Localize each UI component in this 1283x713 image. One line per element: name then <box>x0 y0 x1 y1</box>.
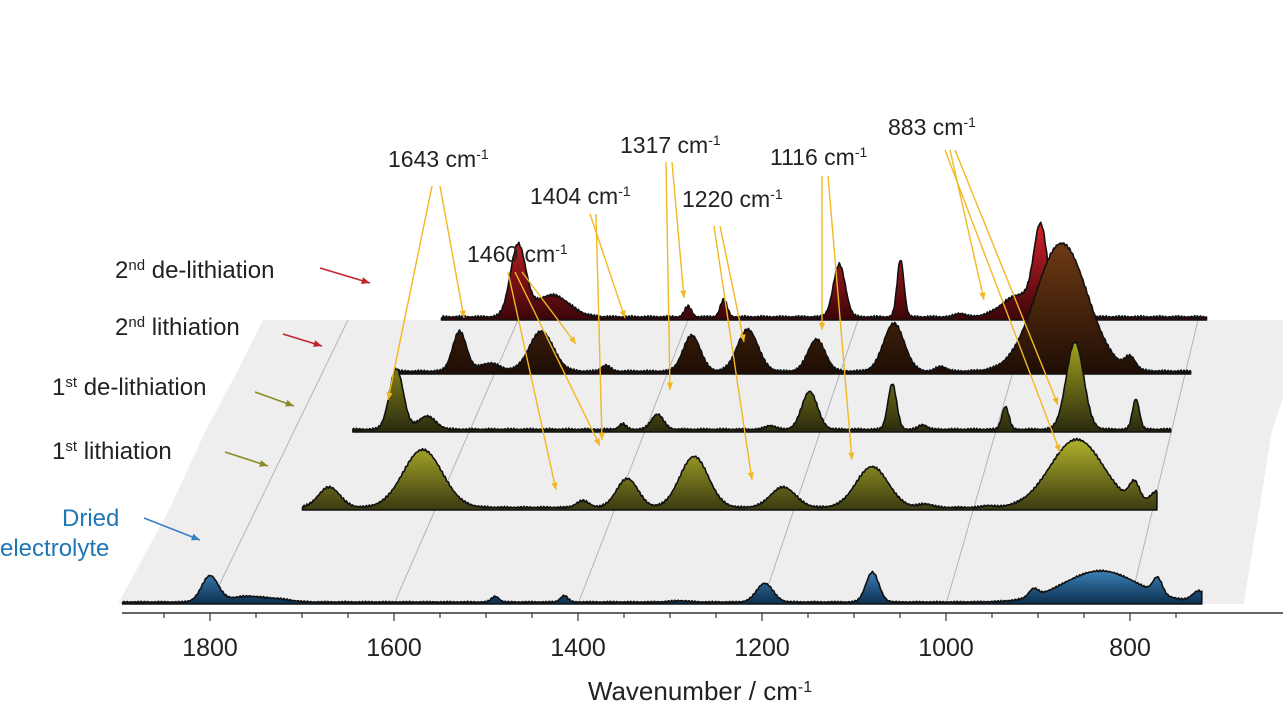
peak-annotation-arrow <box>665 161 671 391</box>
series-area-3 <box>398 242 1192 375</box>
peak-annotation-arrow <box>944 149 1061 453</box>
peak-annotation-arrow <box>589 213 626 319</box>
peak-annotation-label: 1220 cm-1 <box>682 186 783 212</box>
peak-annotation-arrow <box>949 149 985 301</box>
peak-annotation-arrow <box>387 185 433 401</box>
peak-annotation-arrow <box>507 271 557 491</box>
gridline <box>209 319 349 605</box>
x-tick-label: 800 <box>1109 634 1151 662</box>
peak-annotation-arrowhead <box>459 310 466 318</box>
x-tick-label: 1200 <box>734 634 790 662</box>
peak-annotation-arrowhead <box>569 336 576 344</box>
peak-annotation-label: 1643 cm-1 <box>388 146 489 172</box>
series-label-4: 2nd de-lithiation <box>115 257 274 285</box>
peak-annotation-arrowhead <box>818 322 826 330</box>
peak-annotation-arrow <box>827 175 853 461</box>
peak-annotation-arrow <box>713 225 753 481</box>
series-label-1: 1st lithiation <box>52 438 172 466</box>
peak-annotation-label: 883 cm-1 <box>888 114 976 140</box>
peak-annotation-arrowhead <box>1054 444 1061 452</box>
gridline <box>761 319 859 605</box>
series-label-2: 1st de-lithiation <box>52 374 206 402</box>
peak-annotation-arrowhead <box>598 432 605 440</box>
series-area-0 <box>121 569 1203 605</box>
series-label-arrow <box>143 517 201 541</box>
series-label-arrowhead <box>191 533 200 541</box>
series-label-0: Dried electrolyte <box>0 505 119 562</box>
x-axis: 1800 1600 1400 1200 1000 800 Wavenumber / cm-1 <box>122 612 1283 706</box>
series-area-2 <box>352 341 1172 433</box>
x-axis-title: Wavenumber / cm-1 <box>588 676 812 706</box>
series-label-arrowhead <box>313 340 322 347</box>
peak-annotation-arrowhead <box>680 290 687 298</box>
peak-annotation-arrow <box>719 225 745 343</box>
gridline <box>1129 319 1199 605</box>
peak-annotations: 1643 cm-1 1460 cm-1 1404 cm-1 1317 cm-1 1220… <box>386 114 1061 491</box>
peak-annotation-arrowhead <box>848 452 855 460</box>
peak-annotation-arrowhead <box>619 310 626 318</box>
series-label-3: 2nd lithiation <box>115 314 240 342</box>
series-area-1 <box>301 437 1158 511</box>
peak-annotation-label: 1116 cm-1 <box>770 144 867 170</box>
peak-annotation-arrow <box>954 149 1059 406</box>
series-label-arrow <box>319 267 371 284</box>
peak-annotation-arrow <box>595 213 603 441</box>
peak-annotation-arrowhead <box>979 292 986 300</box>
series-label-arrowhead <box>361 277 370 284</box>
series-label-arrowhead <box>259 460 268 467</box>
peak-annotation-label: 1460 cm-1 <box>467 241 568 267</box>
peak-annotation-arrowhead <box>1052 397 1059 405</box>
peak-annotation-arrow <box>439 185 465 319</box>
series-label-arrowhead <box>285 399 294 407</box>
floor-band <box>205 374 1283 432</box>
chart-series <box>121 221 1208 605</box>
x-tick-label: 1800 <box>182 634 238 662</box>
floor-band <box>118 510 1260 604</box>
peak-annotation-label: 1404 cm-1 <box>530 183 631 209</box>
series-labels: Dried electrolyte 1st lithiation 1st de-lit… <box>0 257 371 562</box>
peak-annotation-arrowhead <box>593 438 600 446</box>
peak-annotation-arrowhead <box>551 482 558 490</box>
peak-annotation-arrow <box>671 161 685 299</box>
peak-annotation-label: 1317 cm-1 <box>620 132 721 158</box>
peak-annotation-arrowhead <box>739 334 746 342</box>
peak-annotation-arrowhead <box>666 382 673 390</box>
peak-annotation-arrowhead <box>386 392 393 400</box>
x-tick-label: 1000 <box>918 634 974 662</box>
x-tick-label: 1600 <box>366 634 422 662</box>
peak-annotation-arrowhead <box>747 472 754 480</box>
peak-annotation-arrow <box>521 271 577 345</box>
x-tick-label: 1400 <box>550 634 606 662</box>
peak-annotation-arrow <box>514 271 601 447</box>
